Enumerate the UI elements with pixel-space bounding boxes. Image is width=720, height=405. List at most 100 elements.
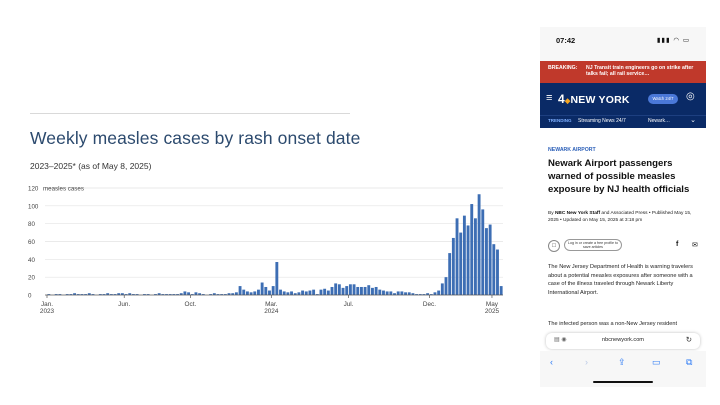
page-settings-icon[interactable]: ▤ ◉: [554, 337, 567, 343]
bar: [297, 292, 301, 295]
x-tick-label: Dec.: [423, 301, 436, 308]
status-time: 07:42: [556, 36, 576, 45]
email-icon[interactable]: ✉: [692, 242, 698, 249]
bar: [371, 287, 374, 295]
bar: [216, 294, 220, 295]
y-tick-label: 100: [28, 203, 39, 210]
site-header: ≡ 4◆NEW YORK Watch 24/7 ◎: [540, 83, 706, 115]
article-section-label[interactable]: NEWARK AIRPORT: [548, 147, 596, 153]
trending-item[interactable]: Newark…: [648, 118, 670, 124]
bar: [190, 294, 194, 295]
bar: [400, 291, 404, 295]
back-icon[interactable]: ‹: [550, 357, 553, 367]
facebook-icon[interactable]: f: [676, 241, 679, 248]
byline-prefix: By: [548, 211, 555, 216]
bar: [245, 291, 249, 295]
bar: [128, 293, 132, 295]
share-row: ☐ Log in or create a free profile to sav…: [548, 237, 700, 255]
reload-icon[interactable]: ↻: [685, 335, 692, 344]
bar: [227, 293, 231, 295]
bar: [80, 294, 84, 295]
bar: [58, 294, 62, 295]
bar: [312, 289, 316, 295]
chevron-down-icon[interactable]: ⌄: [690, 117, 696, 124]
bar: [113, 294, 117, 295]
bookmarks-icon[interactable]: ▭: [652, 357, 661, 367]
bar: [433, 292, 437, 295]
measles-bar-chart: 0 20 40 60 80 100 120 measles cases Jan.2023 Jun.…: [28, 186, 503, 315]
bar: [367, 285, 371, 295]
article-paragraph: The New Jersey Department of Health is w…: [548, 264, 693, 297]
bar: [98, 294, 102, 295]
bar: [473, 218, 477, 295]
bookmark-icon[interactable]: ☐: [548, 240, 560, 252]
bar: [109, 294, 113, 295]
bar: [282, 291, 286, 295]
bar: [165, 294, 168, 295]
breaking-text[interactable]: NJ Transit train engineers go on strike …: [586, 65, 694, 78]
hamburger-menu-icon[interactable]: ≡: [546, 92, 553, 104]
url-text[interactable]: nbcnewyork.com: [602, 337, 644, 343]
bar: [363, 286, 367, 295]
bar: [440, 283, 444, 295]
bar: [257, 289, 260, 295]
home-indicator: [593, 381, 653, 383]
chart-panel: Weekly measles cases by rash onset date …: [28, 113, 503, 315]
bar: [404, 292, 407, 295]
article-paragraph: The infected person was a non-New Jersey…: [548, 321, 678, 327]
forward-icon[interactable]: ›: [585, 357, 588, 367]
watch-live-button[interactable]: Watch 24/7: [648, 94, 678, 104]
bar: [451, 237, 455, 295]
bar: [260, 282, 264, 295]
logo-text: NEW YORK: [570, 94, 630, 106]
bar: [422, 294, 426, 295]
bar: [319, 289, 323, 295]
bar: [481, 209, 485, 295]
article-headline: Newark Airport passengers warned of poss…: [548, 158, 690, 195]
bar: [106, 293, 110, 295]
bar: [488, 224, 492, 295]
bar: [84, 294, 88, 295]
trending-item[interactable]: Streaming News 24/7: [578, 118, 626, 124]
bar: [334, 283, 338, 295]
x-tick-year-label: 2023: [40, 308, 55, 315]
breaking-news-banner[interactable]: BREAKING: NJ Transit train engineers go …: [540, 61, 706, 83]
x-tick-label: Jul.: [344, 301, 354, 308]
bar: [176, 294, 179, 295]
user-account-icon[interactable]: ◎: [686, 91, 695, 102]
bar: [253, 291, 257, 295]
byline-author[interactable]: NBC New York Staff: [554, 211, 601, 216]
bar: [426, 293, 430, 295]
bar: [69, 294, 73, 295]
y-axis-unit-label: measles cases: [43, 186, 84, 193]
bar: [268, 290, 271, 295]
y-tick-label: 60: [28, 239, 35, 246]
bar: [444, 277, 448, 295]
tabs-icon[interactable]: ⧉: [686, 357, 693, 367]
bar: [168, 294, 172, 295]
bar: [356, 286, 360, 295]
bar: [275, 262, 279, 295]
divider: [30, 113, 350, 114]
bar: [117, 293, 121, 295]
bar: [499, 286, 503, 295]
bar: [249, 292, 253, 295]
bar: [161, 294, 165, 295]
bar: [198, 293, 202, 295]
bar: [352, 284, 356, 295]
y-tick-label: 40: [28, 257, 35, 264]
trending-bar: TRENDING Streaming News 24/7 Newark… ⌄: [540, 115, 706, 128]
bar: [271, 286, 275, 295]
bar: [492, 244, 496, 295]
bar: [279, 289, 282, 295]
x-tick-label: Oct.: [185, 301, 197, 308]
bar: [135, 294, 139, 295]
share-icon[interactable]: ⇪: [618, 357, 626, 367]
bar: [341, 287, 345, 295]
save-article-button[interactable]: Log in or create a free profile to save …: [564, 239, 622, 251]
peacock-icon: ◆: [564, 98, 571, 105]
bar: [385, 291, 389, 295]
nbc-new-york-logo[interactable]: 4◆NEW YORK: [558, 92, 630, 106]
browser-url-bar[interactable]: ▤ ◉ nbcnewyork.com ↻: [546, 333, 700, 349]
bar: [455, 218, 459, 295]
